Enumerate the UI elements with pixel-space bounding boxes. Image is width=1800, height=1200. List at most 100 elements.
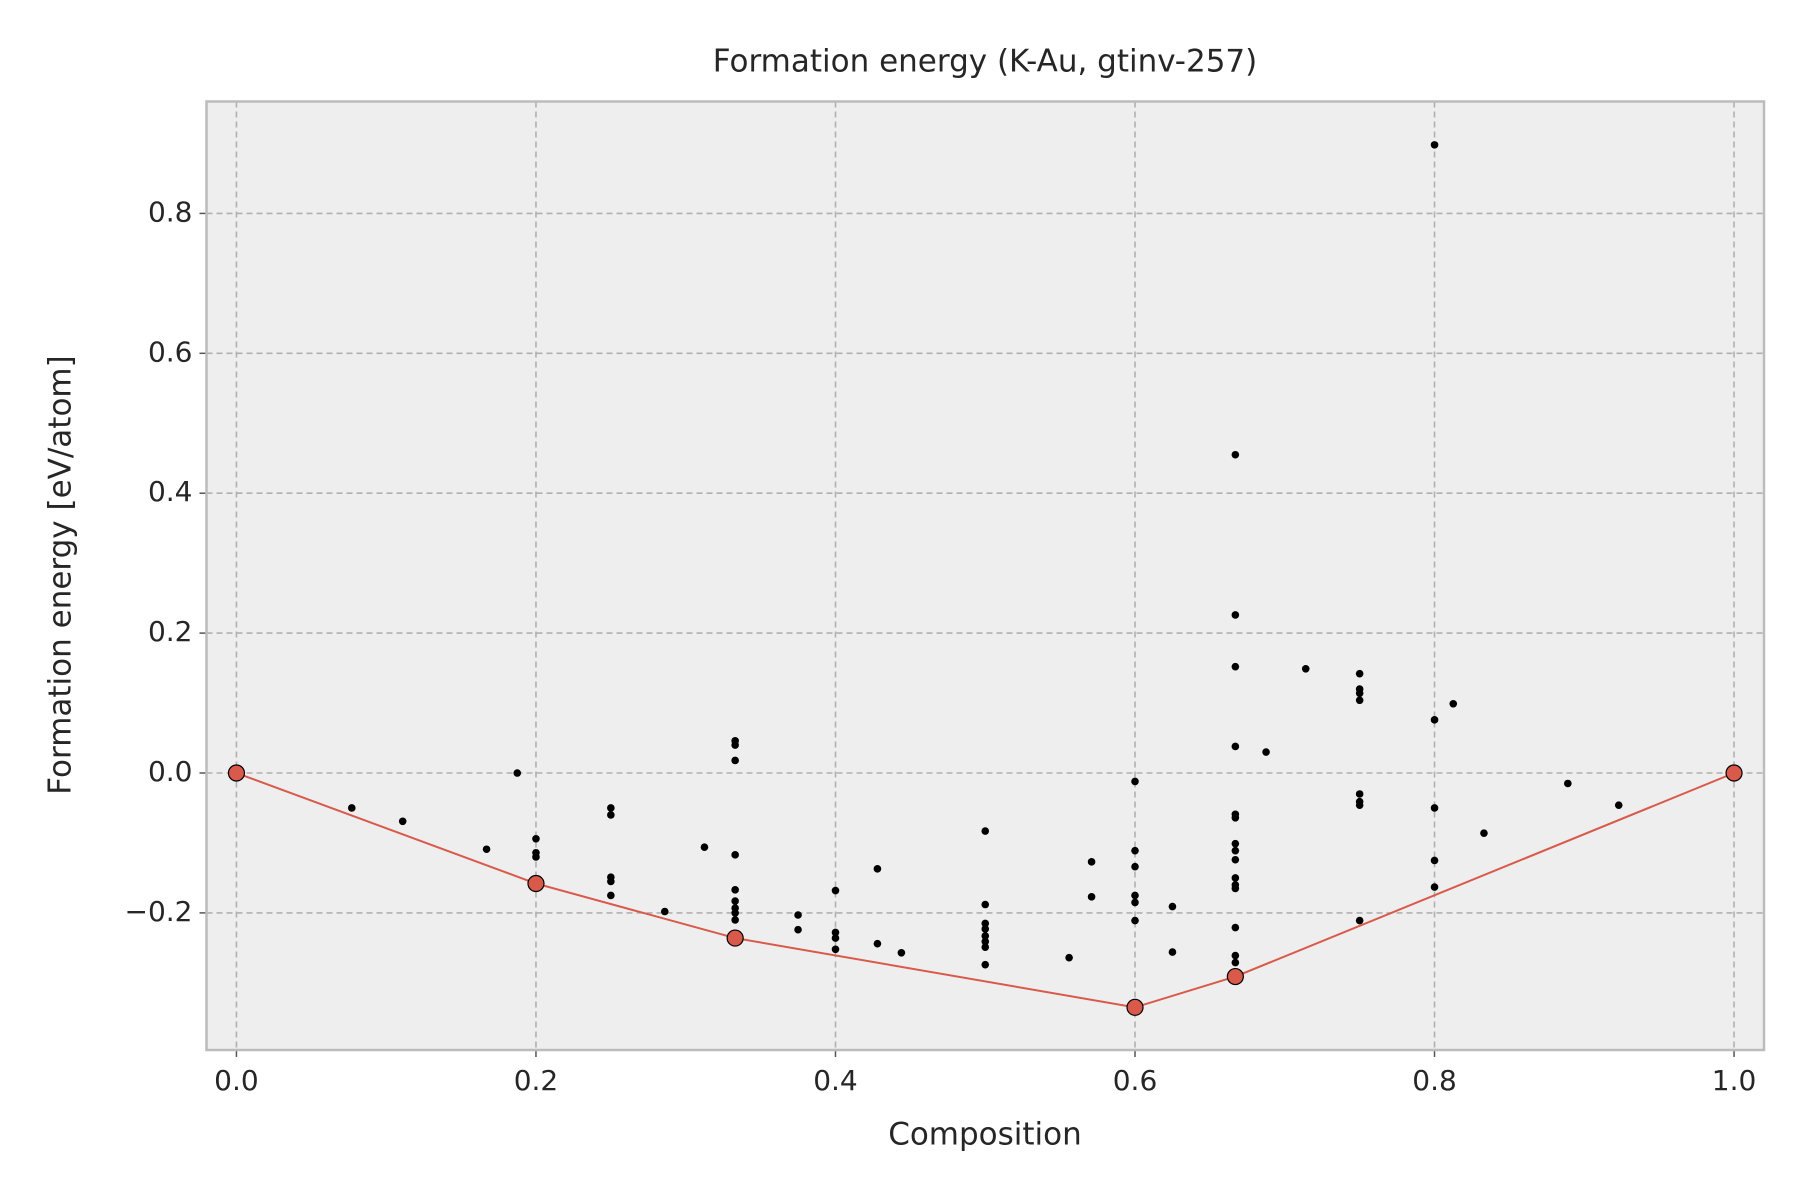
scatter-point	[607, 891, 615, 900]
scatter-point	[1430, 716, 1439, 724]
plot-area	[206, 101, 1764, 1050]
scatter-point	[731, 756, 739, 765]
scatter-point	[1231, 450, 1240, 459]
chart-title: Formation energy (K-Au, gtinv-257)	[713, 44, 1257, 80]
scatter-point	[1355, 790, 1364, 798]
scatter-point	[873, 865, 882, 873]
plot-frame	[205, 100, 1766, 1052]
scatter-point	[731, 897, 739, 905]
scatter-point	[1087, 893, 1096, 901]
scatter-point	[981, 919, 990, 928]
scatter-point	[607, 811, 615, 819]
x-tick-label: 0.6	[1113, 1064, 1158, 1097]
scatter-point	[1231, 611, 1240, 619]
scatter-point	[1231, 958, 1240, 967]
scatter-point	[347, 804, 356, 812]
scatter-point	[831, 934, 840, 942]
scatter-point	[794, 911, 802, 919]
scatter-point	[1131, 898, 1139, 907]
x-tick-label: 0.0	[214, 1064, 259, 1097]
scatter-point	[1131, 916, 1139, 925]
y-tick-label: 0.2	[148, 615, 193, 648]
scatter-point	[1430, 883, 1439, 891]
scatter-point	[981, 937, 990, 946]
scatter-point	[1355, 916, 1364, 925]
scatter-point	[1430, 856, 1439, 865]
scatter-point	[1231, 951, 1240, 960]
scatter-point	[1231, 662, 1240, 671]
x-axis-label: Composition	[888, 1117, 1082, 1153]
scatter-point	[660, 907, 669, 916]
scatter-point	[981, 900, 990, 909]
scatter-point	[1614, 801, 1623, 809]
scatter-point	[731, 909, 739, 917]
scatter-point	[1231, 923, 1240, 932]
hull-point	[1226, 967, 1244, 986]
scatter-point	[1168, 948, 1177, 956]
scatter-point	[1131, 777, 1139, 786]
scatter-point	[1480, 829, 1488, 837]
scatter-point	[482, 845, 491, 854]
scatter-point	[873, 939, 882, 948]
scatter-point	[1231, 884, 1240, 893]
y-tick-label: 0.0	[148, 755, 193, 788]
scatter-point	[1355, 669, 1364, 678]
scatter-point	[831, 928, 840, 937]
scatter-point	[607, 877, 615, 886]
hull-point	[1126, 998, 1144, 1016]
scatter-point	[897, 948, 906, 957]
scatter-point	[607, 804, 615, 812]
scatter-point	[700, 843, 709, 851]
scatter-point	[1355, 801, 1364, 809]
scatter-point	[981, 827, 990, 835]
scatter-point	[1065, 953, 1073, 962]
scatter-point	[1231, 855, 1240, 864]
scatter-point	[831, 945, 840, 954]
scatter-point	[1231, 874, 1240, 882]
scatter-point	[1131, 891, 1139, 900]
x-tick-label: 0.8	[1412, 1064, 1457, 1097]
scatter-point	[1355, 696, 1364, 705]
hull-point	[527, 874, 545, 893]
hull-line	[236, 772, 1735, 1009]
x-tick-label: 0.2	[514, 1064, 559, 1097]
scatter-point	[1449, 699, 1458, 708]
hull-point	[227, 764, 246, 782]
hull-point	[726, 929, 744, 947]
x-tick-label: 1.0	[1712, 1064, 1757, 1097]
y-tick-label: 0.4	[148, 475, 193, 508]
scatter-point	[513, 769, 522, 777]
scatter-point	[1430, 141, 1439, 149]
scatter-point	[1231, 813, 1240, 822]
scatter-point	[1355, 689, 1364, 698]
scatter-point	[1131, 846, 1139, 855]
scatter-point	[731, 741, 739, 749]
scatter-point	[1301, 664, 1310, 673]
scatter-point	[831, 886, 840, 895]
y-tick-label: −0.2	[125, 895, 193, 928]
y-tick-label: 0.8	[148, 195, 193, 228]
scatter-point	[1262, 748, 1270, 756]
scatter-point	[1231, 742, 1240, 751]
scatter-point	[731, 916, 739, 924]
scatter-point	[1168, 902, 1177, 911]
scatter-point	[731, 851, 739, 859]
scatter-point	[981, 943, 990, 951]
scatter-point	[1231, 846, 1240, 855]
y-axis-label: Formation energy [eV/atom]	[43, 355, 79, 794]
scatter-point	[731, 886, 739, 894]
scatter-point	[398, 817, 407, 826]
scatter-point	[1430, 804, 1439, 812]
hull-point	[1725, 764, 1743, 782]
scatter-point	[981, 925, 990, 933]
x-tick-label: 0.4	[813, 1064, 858, 1097]
scatter-point	[794, 925, 802, 934]
scatter-point	[1087, 858, 1096, 866]
scatter-point	[1231, 839, 1240, 848]
y-tick-label: 0.6	[148, 335, 193, 368]
scatter-point	[981, 932, 990, 940]
scatter-point	[532, 853, 540, 861]
scatter-point	[532, 834, 540, 843]
